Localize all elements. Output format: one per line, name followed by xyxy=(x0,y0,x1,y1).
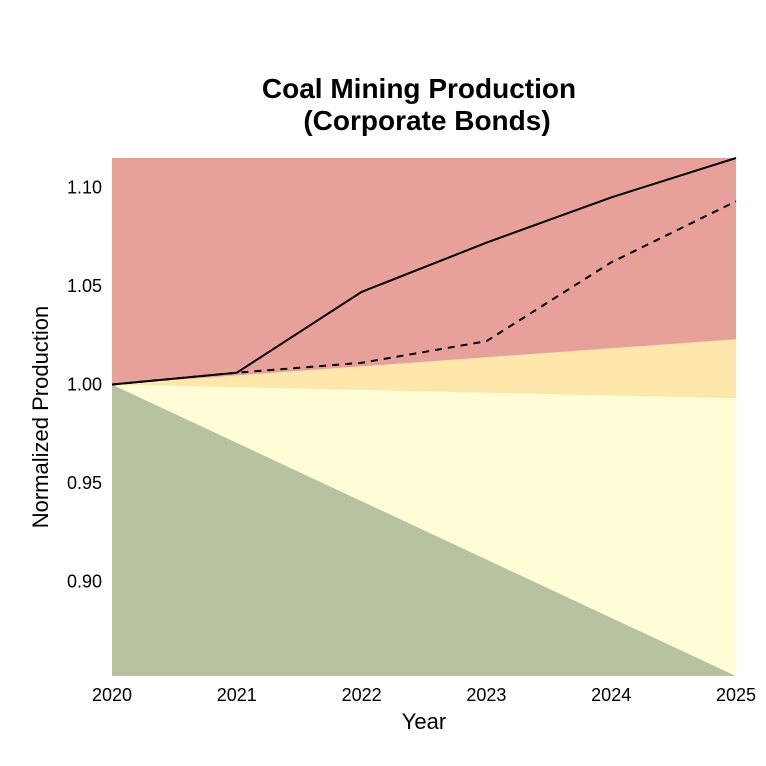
chart-title-line-1: Coal Mining Production xyxy=(262,73,576,104)
y-tick-layer: 0.90 0.95 1.00 1.05 1.10 xyxy=(67,178,102,592)
y-tick-label: 0.90 xyxy=(67,572,102,592)
dashed-series-line xyxy=(111,200,737,386)
x-tick-layer: 2020 2021 2022 2023 2024 2025 xyxy=(92,685,756,705)
x-tick-label: 2021 xyxy=(217,685,257,705)
x-tick-label: 2024 xyxy=(591,685,631,705)
band-0 xyxy=(112,384,736,676)
series-layer xyxy=(111,157,737,386)
band-2 xyxy=(112,339,736,399)
x-tick-label: 2023 xyxy=(466,685,506,705)
x-tick-label: 2020 xyxy=(92,685,132,705)
band-layer xyxy=(112,158,736,676)
y-tick-label: 0.95 xyxy=(67,473,102,493)
chart-title-line-2: (Corporate Bonds) xyxy=(303,105,550,136)
x-tick-label: 2022 xyxy=(342,685,382,705)
band-1 xyxy=(112,384,736,676)
y-tick-label: 1.00 xyxy=(67,375,102,395)
band-3 xyxy=(112,158,736,385)
y-tick-label: 1.10 xyxy=(67,178,102,198)
y-axis-label: Normalized Production xyxy=(28,306,53,529)
x-tick-label: 2025 xyxy=(716,685,756,705)
x-axis-label: Year xyxy=(402,709,446,734)
y-tick-label: 1.05 xyxy=(67,276,102,296)
